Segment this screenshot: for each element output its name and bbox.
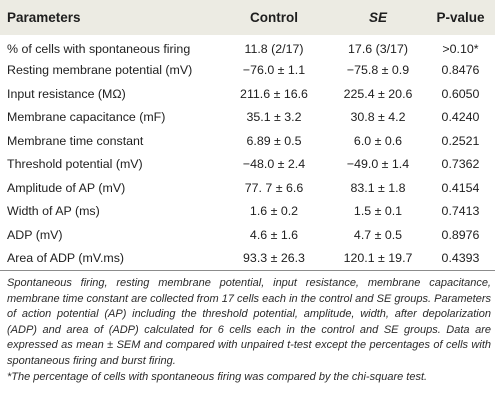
cell-parameter: Membrane time constant xyxy=(7,133,144,148)
table-bottom-rule xyxy=(0,270,495,271)
table-row: Resting membrane potential (mV) −76.0 ± … xyxy=(0,59,495,83)
table-row: Membrane capacitance (mF) 35.1 ± 3.2 30.… xyxy=(0,106,495,130)
cell-pvalue: 0.6050 xyxy=(441,86,480,101)
table-body: % of cells with spontaneous firing 11.8 … xyxy=(0,35,495,270)
cell-parameter: Area of ADP (mV.ms) xyxy=(7,251,125,266)
notes-description: Spontaneous firing, resting membrane pot… xyxy=(7,277,491,367)
cell-control: −76.0 ± 1.1 xyxy=(242,63,306,78)
cell-se: 4.7 ± 0.5 xyxy=(353,227,403,242)
cell-pvalue: >0.10* xyxy=(442,41,479,56)
cell-se: 17.6 (3/17) xyxy=(348,41,408,56)
header-se: SE xyxy=(368,10,387,25)
cell-control: −48.0 ± 2.4 xyxy=(242,157,306,172)
notes-footnote: *The percentage of cells with spontaneou… xyxy=(7,370,428,383)
table-notes: Spontaneous firing, resting membrane pot… xyxy=(7,276,491,385)
table-row: % of cells with spontaneous firing 11.8 … xyxy=(0,35,495,59)
cell-pvalue: 0.2521 xyxy=(441,133,480,148)
cell-control: 4.6 ± 1.6 xyxy=(249,227,299,242)
cell-pvalue: 0.4393 xyxy=(441,251,480,266)
cell-control: 77. 7 ± 6.6 xyxy=(244,180,304,195)
table-row: Area of ADP (mV.ms) 93.3 ± 26.3 120.1 ± … xyxy=(0,247,495,271)
cell-se: 1.5 ± 0.1 xyxy=(353,204,403,219)
cell-pvalue: 0.4154 xyxy=(441,180,480,195)
cell-parameter: Resting membrane potential (mV) xyxy=(7,63,193,78)
table-row: Membrane time constant 6.89 ± 0.5 6.0 ± … xyxy=(0,129,495,153)
table-row: ADP (mV) 4.6 ± 1.6 4.7 ± 0.5 0.8976 xyxy=(0,223,495,247)
results-table: Parameters Control SE P-value % of cells… xyxy=(0,0,495,270)
cell-control: 11.8 (2/17) xyxy=(244,41,304,56)
cell-pvalue: 0.4240 xyxy=(441,110,480,125)
cell-parameter: ADP (mV) xyxy=(7,227,63,242)
cell-pvalue: 0.8976 xyxy=(441,227,480,242)
header-parameters: Parameters xyxy=(7,10,81,25)
cell-parameter: Membrane capacitance (mF) xyxy=(7,110,166,125)
cell-parameter: % of cells with spontaneous firing xyxy=(7,41,191,56)
table-row: Amplitude of AP (mV) 77. 7 ± 6.6 83.1 ± … xyxy=(0,176,495,200)
cell-control: 1.6 ± 0.2 xyxy=(249,204,299,219)
cell-se: −75.8 ± 0.9 xyxy=(346,63,410,78)
header-control: Control xyxy=(250,10,298,25)
table-row: Threshold potential (mV) −48.0 ± 2.4 −49… xyxy=(0,153,495,177)
cell-control: 35.1 ± 3.2 xyxy=(246,110,302,125)
cell-se: −49.0 ± 1.4 xyxy=(346,157,410,172)
cell-parameter: Width of AP (ms) xyxy=(7,204,100,219)
cell-se: 6.0 ± 0.6 xyxy=(353,133,403,148)
cell-control: 93.3 ± 26.3 xyxy=(243,251,305,266)
cell-parameter: Threshold potential (mV) xyxy=(7,157,143,172)
cell-parameter: Input resistance (MΩ) xyxy=(7,86,126,101)
header-row: Parameters Control SE P-value xyxy=(0,0,495,35)
cell-parameter: Amplitude of AP (mV) xyxy=(7,180,126,195)
cell-pvalue: 0.8476 xyxy=(441,63,480,78)
table-row: Input resistance (MΩ) 211.6 ± 16.6 225.4… xyxy=(0,82,495,106)
table-header: Parameters Control SE P-value xyxy=(0,0,495,35)
cell-se: 83.1 ± 1.8 xyxy=(350,180,406,195)
table-row: Width of AP (ms) 1.6 ± 0.2 1.5 ± 0.1 0.7… xyxy=(0,200,495,224)
header-pvalue: P-value xyxy=(436,10,485,25)
cell-se: 30.8 ± 4.2 xyxy=(350,110,406,125)
cell-pvalue: 0.7413 xyxy=(441,204,480,219)
cell-se: 225.4 ± 20.6 xyxy=(343,86,413,101)
cell-control: 211.6 ± 16.6 xyxy=(240,86,308,101)
cell-control: 6.89 ± 0.5 xyxy=(246,133,302,148)
cell-pvalue: 0.7362 xyxy=(441,157,480,172)
cell-se: 120.1 ± 19.7 xyxy=(343,251,413,266)
